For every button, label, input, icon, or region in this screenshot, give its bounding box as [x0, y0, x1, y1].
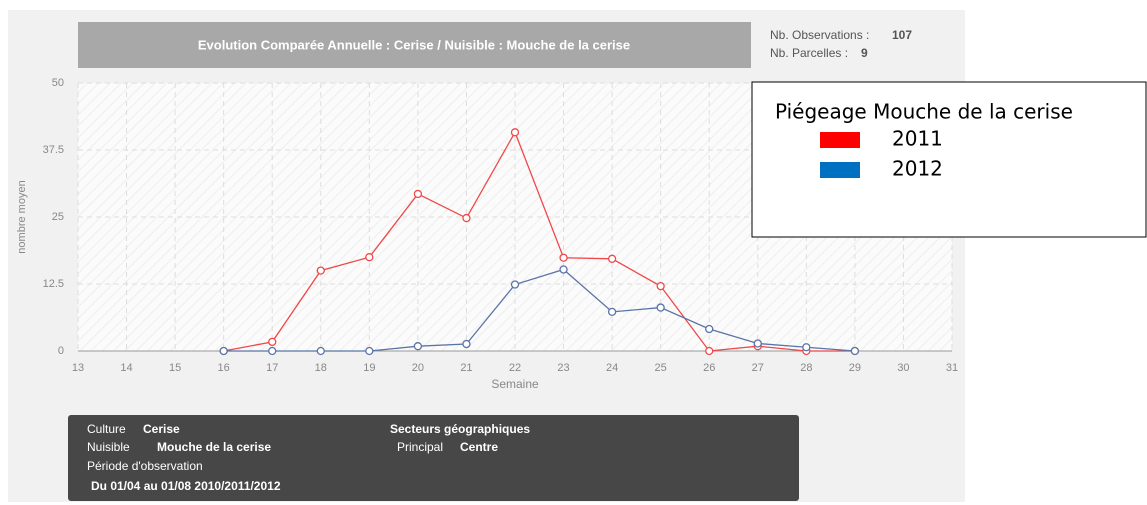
point: [607, 254, 617, 263]
point: [268, 337, 277, 347]
chart-title: Evolution Comparée Annuelle : Cerise / N…: [198, 37, 630, 52]
point: [559, 253, 568, 262]
series-line: [223, 268, 855, 352]
info-label: Culture: [87, 422, 126, 436]
x-tick-label: 27: [752, 362, 764, 374]
point: [607, 307, 617, 317]
info-value: Du 01/04 au 01/08 2010/2011/2012: [91, 479, 281, 493]
stat-label: Nb. Observations :: [770, 28, 869, 42]
info-label: Principal: [397, 440, 443, 454]
info-box: [68, 415, 799, 501]
info-value: Cerise: [143, 422, 180, 436]
x-tick-label: 13: [72, 362, 84, 374]
point: [850, 346, 860, 356]
info-value: Mouche de la cerise: [157, 440, 271, 454]
info-heading: Secteurs géographiques: [390, 422, 530, 436]
x-tick-label: 20: [412, 362, 424, 374]
series-line: [223, 130, 855, 352]
x-tick-label: 23: [557, 362, 569, 374]
point: [462, 213, 471, 223]
point: [316, 266, 325, 275]
y-tick-label: 0: [58, 345, 64, 357]
title-bar: [78, 22, 751, 68]
x-tick-label: 17: [266, 362, 278, 374]
legend-label: 2011: [892, 127, 943, 151]
x-tick-label: 24: [606, 362, 618, 374]
x-axis-label: Semaine: [491, 377, 539, 391]
point: [802, 343, 811, 352]
x-tick-label: 16: [218, 362, 230, 374]
x-tick-label: 26: [703, 362, 715, 374]
x-tick-label: 30: [897, 362, 909, 374]
x-tick-label: 28: [800, 362, 812, 374]
point: [219, 346, 228, 356]
y-tick-label: 50: [52, 77, 64, 89]
x-tick-label: 18: [315, 362, 327, 374]
point: [559, 265, 568, 274]
point: [656, 303, 665, 312]
point: [753, 339, 762, 348]
x-tick-label: 22: [509, 362, 521, 374]
x-tick-label: 14: [120, 362, 132, 374]
stat-value: 107: [892, 28, 912, 42]
point: [268, 346, 277, 356]
point: [510, 128, 520, 137]
x-tick-label: 31: [946, 362, 958, 374]
point: [365, 346, 374, 356]
info-value: Centre: [460, 440, 498, 454]
legend-label: 2012: [892, 157, 943, 181]
legend-swatch: [820, 132, 860, 148]
x-tick-label: 21: [460, 362, 472, 374]
x-tick-label: 19: [363, 362, 375, 374]
info-label: Période d'observation: [87, 459, 203, 473]
stat-label: Nb. Parcelles :: [770, 46, 848, 60]
x-tick-label: 15: [169, 362, 181, 374]
x-tick-label: 29: [849, 362, 861, 374]
point: [316, 346, 325, 356]
stat-value: 9: [861, 46, 868, 60]
point: [462, 339, 471, 349]
point: [365, 253, 374, 262]
y-tick-label: 37.5: [43, 144, 64, 156]
point: [656, 281, 665, 291]
legend-title: Piégeage Mouche de la cerise: [775, 100, 1073, 124]
legend-swatch: [820, 162, 860, 178]
y-tick-label: 25: [52, 211, 64, 223]
point: [413, 189, 423, 199]
x-tick-label: 25: [655, 362, 667, 374]
point: [705, 346, 714, 356]
y-axis-label: nombre moyen: [16, 180, 28, 253]
point: [413, 342, 423, 351]
point: [510, 280, 520, 289]
info-label: Nuisible: [87, 440, 130, 454]
legend: [751, 81, 1147, 238]
y-tick-label: 12.5: [43, 278, 64, 290]
point: [705, 324, 714, 334]
